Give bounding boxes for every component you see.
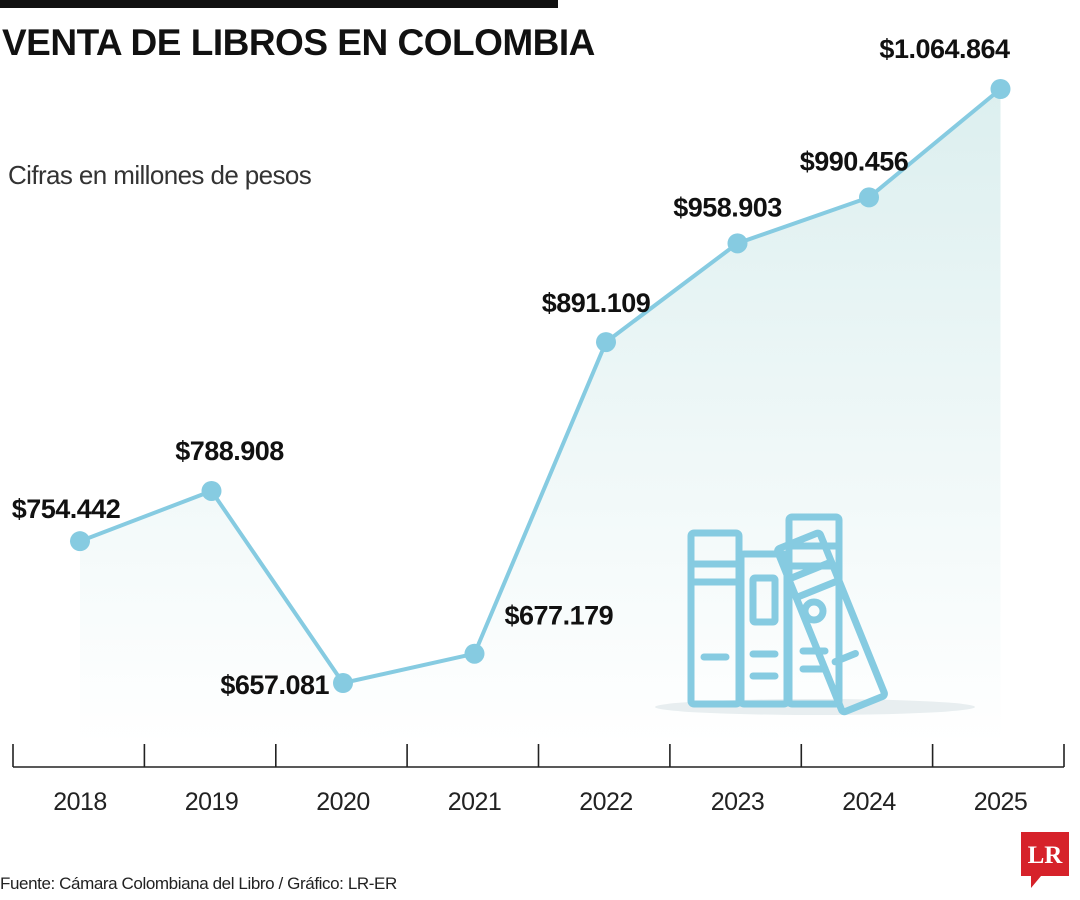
top-rule (0, 0, 558, 8)
lr-logo-text: LR (1028, 842, 1064, 869)
data-label-2021: $677.179 (505, 601, 614, 631)
x-tick-label-2025: 2025 (974, 788, 1028, 816)
data-point-2021 (464, 643, 485, 664)
x-axis (12, 744, 1065, 768)
data-label-2018: $754.442 (12, 494, 121, 524)
x-tick-label-2021: 2021 (448, 788, 502, 816)
data-point-2019 (201, 480, 222, 501)
x-tick-label-2020: 2020 (316, 788, 370, 816)
data-label-2020: $657.081 (220, 670, 329, 700)
books-illustration-icon (655, 513, 975, 716)
data-label-2019: $788.908 (175, 436, 284, 466)
x-tick-label-2022: 2022 (579, 788, 633, 816)
x-tick-label-2018: 2018 (53, 788, 107, 816)
data-point-2018 (70, 531, 90, 552)
chart-subtitle: Cifras en millones de pesos (8, 160, 312, 190)
data-point-2022 (596, 332, 616, 353)
lr-logo: LR (1021, 832, 1069, 888)
data-point-2023 (727, 233, 748, 254)
series-line (79, 87, 1002, 685)
data-point-2024 (859, 187, 879, 208)
data-point-2025 (990, 79, 1011, 99)
x-tick-label-2019: 2019 (185, 788, 239, 816)
data-label-2025: $1.064.864 (879, 34, 1010, 64)
chart-title: VENTA DE LIBROS EN COLOMBIA (2, 22, 595, 63)
x-tick-label-2024: 2024 (842, 788, 896, 816)
source-note: Fuente: Cámara Colombiana del Libro / Gr… (0, 874, 397, 893)
x-tick-label-2023: 2023 (711, 788, 765, 816)
data-point-2020 (333, 673, 353, 693)
data-label-2022: $891.109 (542, 288, 651, 318)
data-label-2023: $958.903 (673, 192, 782, 222)
data-label-2024: $990.456 (800, 146, 909, 176)
